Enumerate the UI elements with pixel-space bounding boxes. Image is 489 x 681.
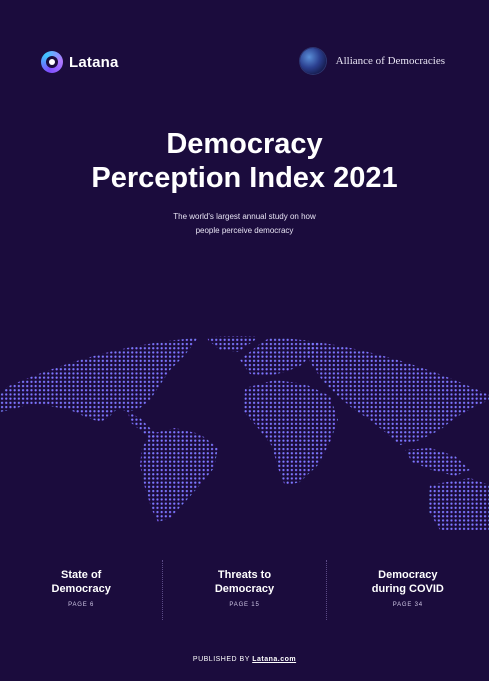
dotted-world-map bbox=[0, 336, 489, 530]
latana-brand[interactable]: Latana bbox=[41, 51, 119, 73]
section-heading: Democracy during COVID bbox=[371, 569, 444, 595]
latana-logo-icon bbox=[41, 51, 63, 73]
africa bbox=[244, 380, 338, 486]
title-line-1: Democracy bbox=[166, 128, 323, 160]
alliance-emblem-icon bbox=[299, 48, 326, 74]
section-heading: State of Democracy bbox=[51, 569, 111, 595]
section-democracy-during-covid[interactable]: Democracy during COVID PAGE 34 bbox=[325, 560, 489, 620]
publisher-footer: PUBLISHED BY Latana.com bbox=[0, 656, 489, 663]
subtitle-line-1: The world's largest annual study on how bbox=[173, 212, 316, 221]
section-page: PAGE 34 bbox=[392, 602, 423, 608]
publisher-link[interactable]: Latana.com bbox=[252, 656, 297, 663]
footer-prefix: PUBLISHED BY bbox=[192, 656, 253, 663]
section-threats-to-democracy[interactable]: Threats to Democracy PAGE 15 bbox=[162, 560, 325, 620]
continents bbox=[0, 336, 489, 530]
southeast-asia bbox=[405, 448, 470, 476]
report-title: Democracy Perception Index 2021 bbox=[0, 127, 489, 195]
alliance-name: Alliance of Democracies bbox=[335, 55, 445, 67]
title-line-2: Perception Index 2021 bbox=[91, 162, 398, 194]
latana-name: Latana bbox=[69, 53, 119, 71]
report-subtitle: The world's largest annual study on how … bbox=[0, 210, 489, 238]
section-page: PAGE 15 bbox=[229, 602, 260, 608]
section-links: State of Democracy PAGE 6 Threats to Dem… bbox=[0, 560, 489, 620]
alliance-brand[interactable]: Alliance of Democracies bbox=[299, 48, 445, 74]
australia bbox=[428, 478, 489, 530]
greenland bbox=[205, 336, 262, 352]
section-heading: Threats to Democracy bbox=[214, 569, 275, 595]
section-page: PAGE 6 bbox=[68, 602, 95, 608]
central-america bbox=[128, 412, 158, 438]
north-america bbox=[0, 336, 200, 422]
south-america bbox=[140, 428, 218, 522]
subtitle-line-2: people perceive democracy bbox=[195, 226, 294, 235]
section-state-of-democracy[interactable]: State of Democracy PAGE 6 bbox=[0, 560, 162, 620]
